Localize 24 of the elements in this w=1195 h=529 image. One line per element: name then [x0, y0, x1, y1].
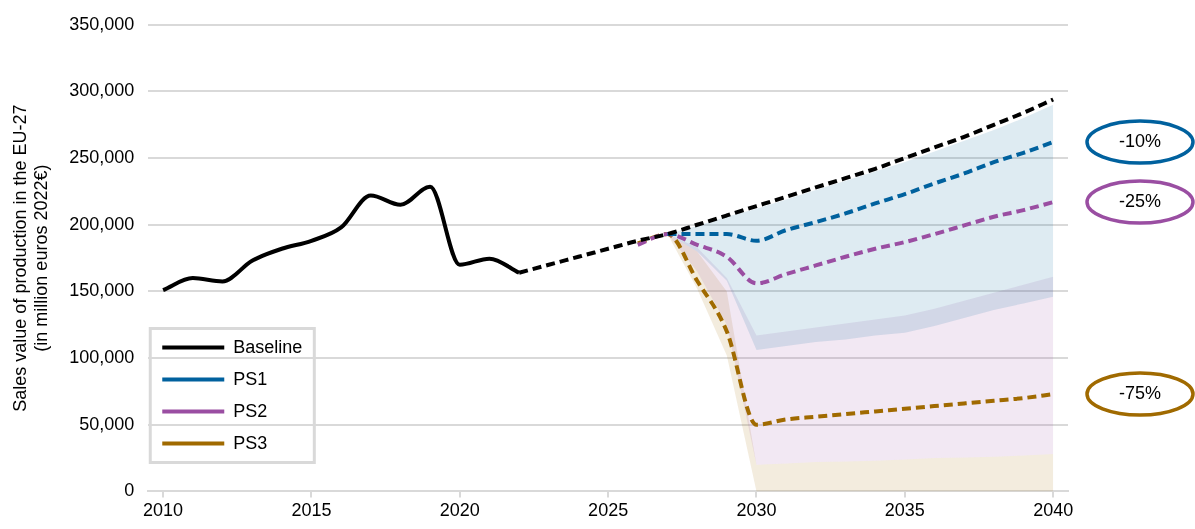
y-tick-label: 250,000: [69, 147, 135, 168]
y-tick-label: 200,000: [69, 213, 135, 234]
legend-label: PS2: [233, 400, 268, 421]
x-tick-label: 2035: [884, 500, 925, 521]
x-tick-label: 2015: [291, 500, 332, 521]
text: -10%: [1118, 131, 1162, 152]
y-tick-label: 0: [124, 480, 135, 501]
y-tick-label: 50,000: [79, 413, 135, 434]
text: -75%: [1118, 383, 1162, 404]
y-tick-label: 150,000: [69, 280, 135, 301]
x-tick-label: 2040: [1033, 500, 1074, 521]
legend-label: Baseline: [233, 336, 303, 357]
x-tick-label: 2010: [143, 500, 184, 521]
y-tick-label: 100,000: [69, 347, 135, 368]
legend-label: PS3: [233, 432, 268, 453]
y-axis-title: Sales value of production in the EU-27 (in million euros 2022€): [9, 104, 52, 412]
x-tick-label: 2020: [439, 500, 480, 521]
legend-label: PS1: [233, 368, 268, 389]
y-tick-label: 350,000: [69, 13, 135, 34]
x-tick-label: 2030: [736, 500, 777, 521]
text: -25%: [1118, 191, 1162, 212]
y-tick-label: 300,000: [69, 80, 135, 101]
line-series: [635, 200, 1056, 286]
x-tick-label: 2025: [588, 500, 629, 521]
